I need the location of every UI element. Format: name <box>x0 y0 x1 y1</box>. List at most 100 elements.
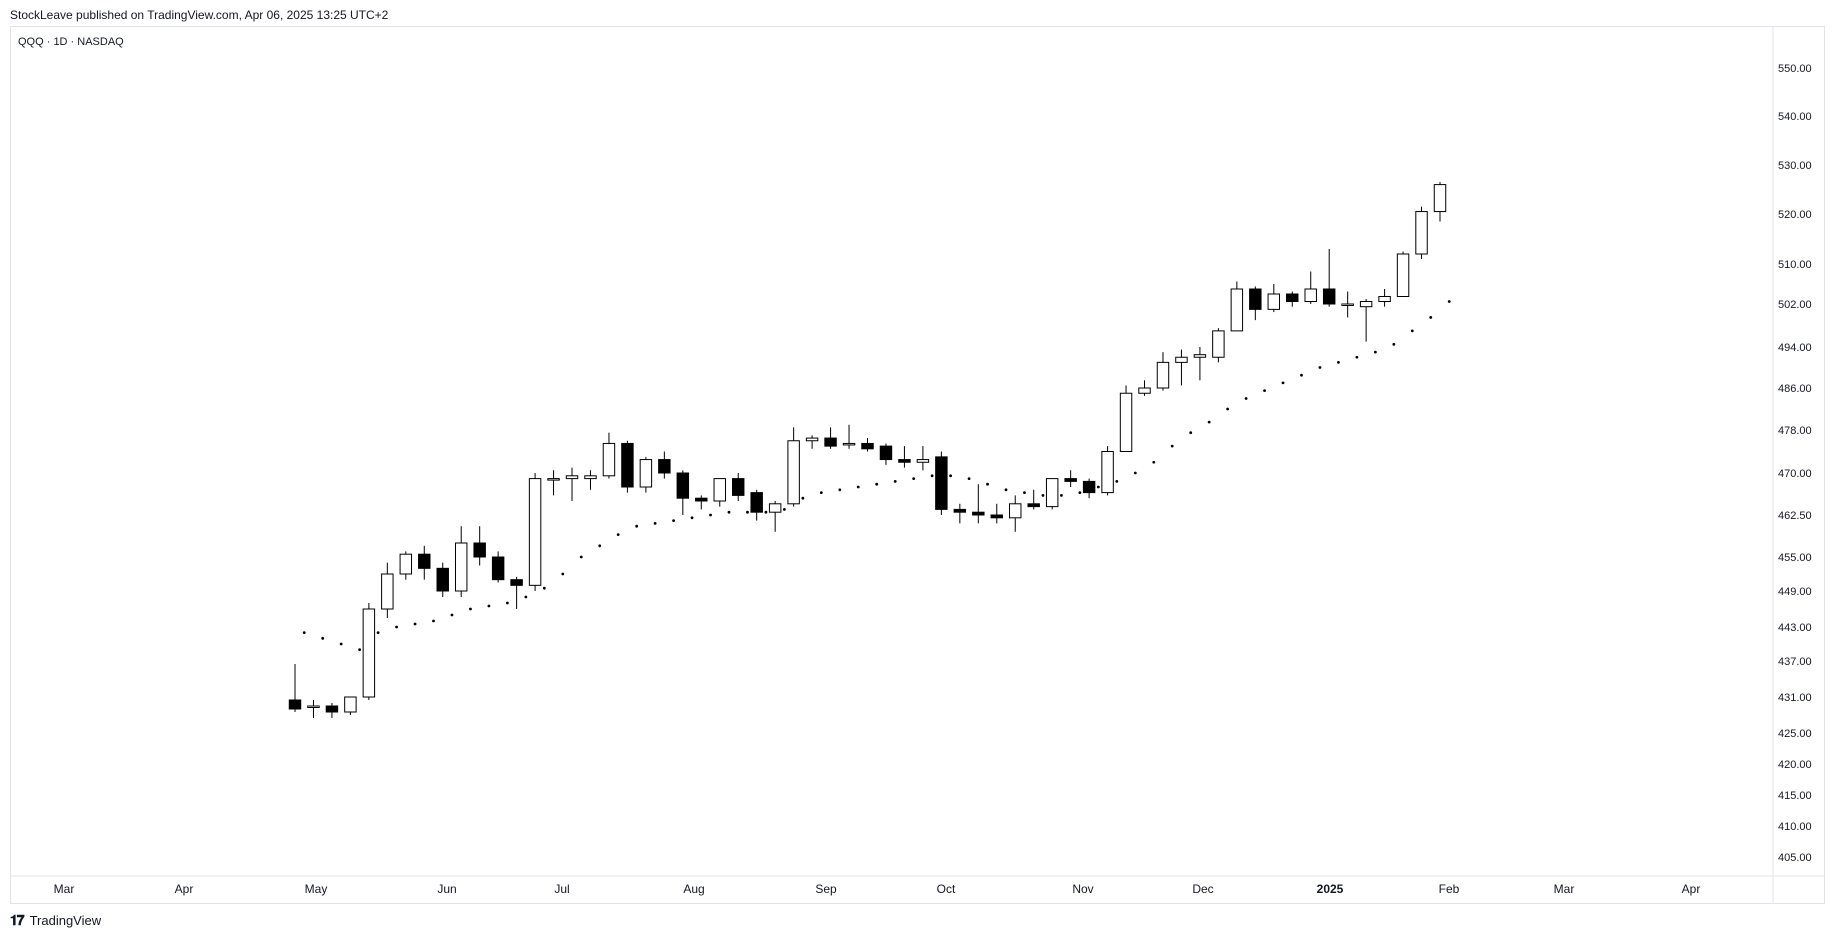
sar-dot <box>1447 300 1451 303</box>
time-tick-label: 2025 <box>1317 882 1344 896</box>
candle <box>1322 249 1336 307</box>
candle-body-up <box>1267 293 1281 310</box>
candle-body-up <box>1396 253 1410 297</box>
price-tick-label: 510.00 <box>1778 259 1812 271</box>
sar-dot <box>1300 373 1303 377</box>
sar-dot <box>709 513 712 517</box>
candle-body-up <box>1175 356 1188 363</box>
candle-body-down <box>1027 503 1040 508</box>
candle <box>510 576 523 609</box>
candle <box>1064 470 1077 487</box>
candle-body-down <box>953 508 967 513</box>
sar-dot <box>727 510 731 514</box>
candle <box>491 551 505 583</box>
candle-body-up <box>1359 301 1373 308</box>
sar-dot <box>1226 407 1230 411</box>
candle <box>842 424 856 449</box>
candle-body-up <box>381 573 394 610</box>
candle-body-up <box>584 475 597 480</box>
candle <box>1249 286 1262 321</box>
candle-body-up <box>1415 211 1428 255</box>
candle <box>307 700 320 718</box>
candle-body-down <box>325 705 339 713</box>
sar-dot <box>635 524 639 528</box>
sar-dot <box>524 595 528 599</box>
tradingview-logo-icon[interactable]: 𝟏𝟕 <box>10 912 25 928</box>
candle-body-up <box>787 440 800 505</box>
candle <box>1082 478 1096 499</box>
candle-body-up <box>1009 503 1022 519</box>
candle-body-down <box>510 579 523 586</box>
sar-dot <box>1244 397 1248 400</box>
sar-dot <box>1041 494 1045 497</box>
candle <box>436 562 449 597</box>
candle <box>1359 299 1373 342</box>
candle-body-up <box>344 696 357 713</box>
sar-dot <box>432 619 435 623</box>
candle <box>584 470 597 490</box>
candle <box>953 503 967 524</box>
candle <box>454 526 468 597</box>
price-tick-label: 486.00 <box>1778 383 1812 395</box>
price-tick-label: 530.00 <box>1778 160 1812 172</box>
sar-dot <box>1023 491 1026 494</box>
candle <box>1286 291 1299 307</box>
candle <box>362 603 376 700</box>
candle <box>990 503 1003 524</box>
candle-body-down <box>1286 293 1299 302</box>
candle <box>399 551 413 580</box>
candle-body-down <box>658 459 671 474</box>
candle-body-down <box>1322 288 1336 305</box>
sar-dot <box>1060 494 1063 497</box>
candle-body-up <box>713 478 726 502</box>
price-tick-label: 405.00 <box>1778 852 1812 864</box>
sar-dot <box>893 480 897 483</box>
candle-body-down <box>676 472 690 499</box>
candle <box>602 432 616 479</box>
sar-dot <box>1355 355 1359 359</box>
time-tick-label: Nov <box>1072 882 1093 896</box>
sar-dot <box>1410 329 1414 333</box>
candle <box>1304 271 1317 304</box>
sar-dot <box>930 474 934 478</box>
candle-body-down <box>1064 478 1077 482</box>
time-tick-label: Jun <box>437 882 456 896</box>
sar-dot <box>561 572 565 576</box>
candle-body-down <box>879 445 893 461</box>
candle-body-up <box>362 608 376 698</box>
time-tick-label: Mar <box>54 882 75 896</box>
candle-body-down <box>861 442 874 450</box>
sar-dot <box>505 601 509 605</box>
price-axis[interactable]: 550.00 540.00 530.00 520.00 510.00 502.00 494.… <box>1778 63 1812 864</box>
price-tick-label: 550.00 <box>1778 63 1812 75</box>
price-tick-label: 520.00 <box>1778 209 1812 221</box>
candle-body-down <box>1249 288 1262 310</box>
candle <box>1156 352 1170 391</box>
candle <box>473 526 486 566</box>
sar-dot <box>542 586 546 590</box>
time-axis[interactable]: Mar Apr May Jun Jul Aug Sep Oct Nov Dec 2025 Feb Mar… <box>54 882 1701 896</box>
candle-body-down <box>972 511 985 516</box>
candle <box>879 443 893 465</box>
sar-dot <box>1373 350 1377 354</box>
sar-dot <box>1096 485 1100 489</box>
footer-brand[interactable]: TradingView <box>29 913 102 928</box>
sar-dot <box>819 491 823 494</box>
price-tick-label: 425.00 <box>1778 728 1812 740</box>
candle <box>418 545 431 580</box>
candle <box>1267 284 1281 313</box>
candle-body-down <box>1082 480 1096 494</box>
sar-dot <box>967 477 971 480</box>
sar-dot <box>616 533 620 536</box>
candle <box>1341 291 1354 318</box>
sar-dot <box>1078 491 1082 494</box>
sar-dot <box>838 488 842 492</box>
candle <box>1433 182 1447 222</box>
price-tick-label: 502.00 <box>1778 299 1812 311</box>
candle-body-up <box>1138 387 1151 394</box>
candle-body-down <box>288 699 302 710</box>
sar-dot <box>875 482 879 486</box>
candle-body-down <box>824 437 837 447</box>
candle <box>1027 489 1040 510</box>
